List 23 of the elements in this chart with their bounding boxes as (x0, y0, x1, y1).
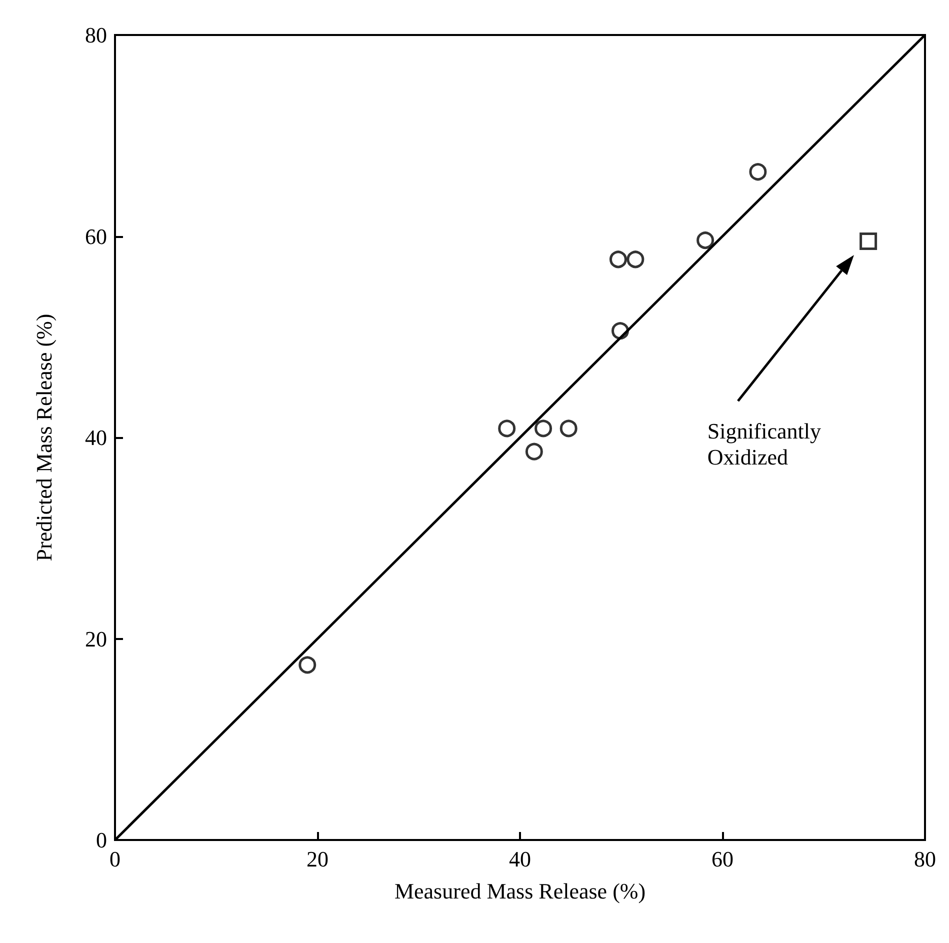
point (749, 163, 767, 181)
y-tick-label: 40 (85, 425, 107, 450)
x-axis-title: Measured Mass Release (%) (394, 878, 646, 904)
point (612, 322, 629, 340)
x-tick-label: 60 (712, 846, 734, 872)
y-tick-label: 20 (85, 626, 107, 652)
x-tick-label: 40 (509, 846, 531, 872)
y-tick-label: 0 (96, 828, 107, 852)
point (560, 420, 578, 438)
point (860, 232, 878, 250)
point (609, 250, 627, 268)
y-axis-title: Predicted Mass Release (%) (32, 314, 56, 562)
point (626, 250, 644, 268)
point (534, 420, 552, 438)
y-tick-label: 80 (85, 22, 107, 48)
point (298, 656, 316, 674)
x-tick-label: 20 (306, 846, 328, 872)
point (696, 232, 714, 250)
annotation: Significantly Oxidized (707, 418, 822, 470)
point (498, 420, 516, 438)
x-tick-label: 80 (914, 846, 936, 872)
point (525, 442, 543, 460)
y-tick-label: 60 (85, 224, 107, 249)
